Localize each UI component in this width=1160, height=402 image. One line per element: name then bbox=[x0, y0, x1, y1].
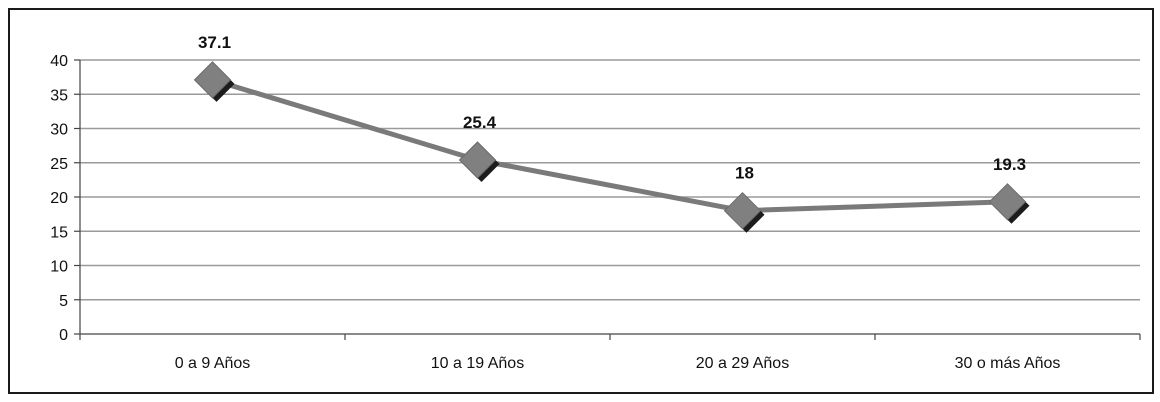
y-tick-label: 35 bbox=[50, 87, 68, 104]
data-label: 25.4 bbox=[463, 113, 497, 132]
chart-frame: 0 5 10 15 20 25 30 35 40 0 a 9 Años 10 a 19 Años 2… bbox=[8, 8, 1154, 394]
series-markers bbox=[193, 61, 1030, 233]
y-tick-label: 20 bbox=[50, 190, 68, 207]
y-tick-label: 0 bbox=[59, 327, 68, 344]
data-labels: 37.1 25.4 18 19.3 bbox=[198, 33, 1026, 183]
series-line bbox=[211, 77, 1008, 214]
y-axis-tick-labels: 0 5 10 15 20 25 30 35 40 bbox=[50, 53, 68, 344]
data-label: 18 bbox=[735, 164, 754, 183]
axes bbox=[74, 59, 1141, 340]
x-category-label: 10 a 19 Años bbox=[431, 355, 524, 372]
diamond-marker bbox=[193, 61, 232, 99]
gridlines bbox=[80, 59, 1140, 301]
y-tick-label: 15 bbox=[50, 224, 68, 241]
data-label: 37.1 bbox=[198, 33, 231, 52]
diamond-marker bbox=[988, 183, 1027, 221]
y-tick-label: 5 bbox=[59, 293, 68, 310]
y-tick-label: 30 bbox=[50, 122, 68, 139]
y-tick-label: 40 bbox=[50, 53, 68, 70]
y-tick-label: 25 bbox=[50, 156, 68, 173]
line-chart: 0 5 10 15 20 25 30 35 40 0 a 9 Años 10 a 19 Años 2… bbox=[50, 33, 1141, 372]
x-category-label: 30 o más Años bbox=[955, 355, 1061, 372]
series-line-group bbox=[211, 77, 1008, 214]
diamond-marker bbox=[458, 141, 497, 179]
x-axis-category-labels: 0 a 9 Años 10 a 19 Años 20 a 29 Años 30 o m… bbox=[175, 355, 1061, 372]
data-label: 19.3 bbox=[993, 155, 1026, 174]
x-category-label: 20 a 29 Años bbox=[696, 355, 789, 372]
y-tick-label: 10 bbox=[50, 259, 68, 276]
x-category-label: 0 a 9 Años bbox=[175, 355, 251, 372]
diamond-marker bbox=[723, 191, 762, 230]
